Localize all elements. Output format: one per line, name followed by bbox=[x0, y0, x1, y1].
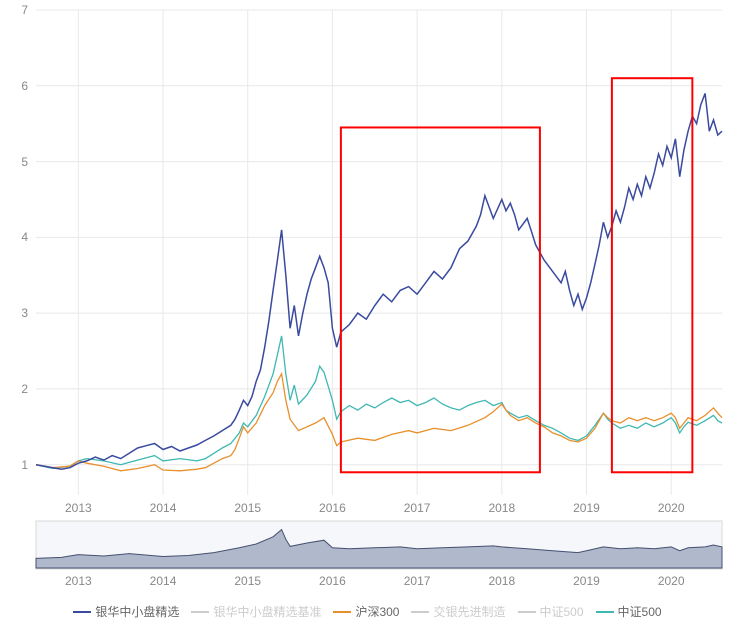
y-tick-label: 6 bbox=[0, 79, 28, 93]
y-tick-label: 4 bbox=[0, 230, 28, 244]
legend: 银华中小盘精选 银华中小盘精选基准 沪深300 交银先进制造 中证500 中证500 bbox=[0, 602, 735, 621]
legend-swatch bbox=[596, 611, 614, 613]
x-tick-label-minor: 2014 bbox=[150, 574, 177, 588]
legend-label: 中证500 bbox=[540, 603, 584, 620]
legend-swatch bbox=[518, 611, 536, 613]
y-tick-label: 2 bbox=[0, 382, 28, 396]
y-tick-label: 3 bbox=[0, 306, 28, 320]
x-tick-label-minor: 2019 bbox=[573, 574, 600, 588]
legend-swatch bbox=[333, 611, 351, 613]
x-tick-label-minor: 2016 bbox=[319, 574, 346, 588]
legend-label: 中证500 bbox=[618, 603, 662, 620]
highlight-box bbox=[341, 127, 540, 472]
legend-item-s3[interactable]: 沪深300 bbox=[333, 603, 399, 620]
series-s3 bbox=[36, 374, 722, 471]
x-tick-label: 2017 bbox=[404, 501, 431, 515]
x-tick-label: 2019 bbox=[573, 501, 600, 515]
x-tick-label-minor: 2015 bbox=[234, 574, 261, 588]
legend-swatch bbox=[411, 611, 429, 613]
minor-chart bbox=[0, 520, 735, 572]
series-s1 bbox=[36, 93, 722, 469]
legend-label: 交银先进制造 bbox=[433, 603, 505, 620]
legend-item-s2[interactable]: 银华中小盘精选基准 bbox=[191, 603, 321, 620]
x-tick-label-minor: 2017 bbox=[404, 574, 431, 588]
legend-swatch bbox=[191, 611, 209, 613]
series-s6 bbox=[36, 336, 722, 469]
x-tick-label-minor: 2020 bbox=[658, 574, 685, 588]
x-tick-label: 2015 bbox=[234, 501, 261, 515]
x-tick-label: 2016 bbox=[319, 501, 346, 515]
legend-item-s5[interactable]: 中证500 bbox=[518, 603, 584, 620]
x-tick-label: 2018 bbox=[488, 501, 515, 515]
legend-item-s1[interactable]: 银华中小盘精选 bbox=[73, 603, 179, 620]
x-tick-label: 2014 bbox=[150, 501, 177, 515]
main-chart bbox=[0, 0, 735, 497]
y-tick-label: 5 bbox=[0, 155, 28, 169]
legend-swatch bbox=[73, 611, 91, 613]
legend-label: 沪深300 bbox=[355, 603, 399, 620]
x-tick-label: 2013 bbox=[65, 501, 92, 515]
x-tick-label-minor: 2013 bbox=[65, 574, 92, 588]
legend-item-s6[interactable]: 中证500 bbox=[596, 603, 662, 620]
legend-label: 银华中小盘精选基准 bbox=[213, 603, 321, 620]
x-tick-label-minor: 2018 bbox=[488, 574, 515, 588]
highlight-box bbox=[612, 78, 692, 472]
legend-label: 银华中小盘精选 bbox=[95, 603, 179, 620]
x-tick-label: 2020 bbox=[658, 501, 685, 515]
chart-container: 1 2 3 4 5 6 7 2013 2014 2015 2016 2017 2018 2019 2020… bbox=[0, 0, 735, 622]
y-tick-label: 1 bbox=[0, 458, 28, 472]
legend-item-s4[interactable]: 交银先进制造 bbox=[411, 603, 505, 620]
y-tick-label: 7 bbox=[0, 3, 28, 17]
